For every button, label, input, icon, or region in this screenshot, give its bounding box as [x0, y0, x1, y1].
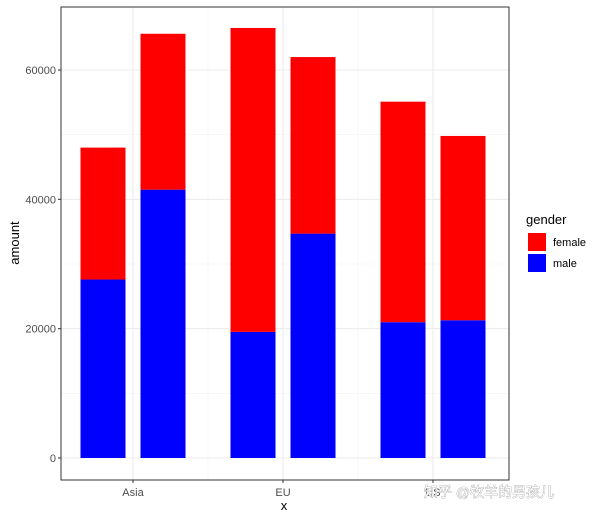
x-tick-label: Asia — [122, 487, 144, 499]
y-tick-label: 20000 — [25, 324, 56, 336]
y-tick-labels: 0 20000 40000 60000 — [25, 65, 61, 465]
bar-eu-1-female — [230, 27, 276, 332]
bar-us-1-female — [380, 101, 426, 323]
grid-layer — [61, 7, 509, 480]
y-axis-title: amount — [7, 221, 22, 265]
bar-eu-1-male — [230, 331, 276, 458]
bar-eu-2-female — [290, 57, 336, 234]
bar-asia-2-male — [140, 189, 186, 458]
x-tick-label: US — [425, 487, 440, 499]
plot-panel-border — [60, 6, 510, 481]
bar-us-2-male — [440, 320, 486, 458]
x-tick-labels: Asia EU US — [122, 480, 441, 499]
legend-swatch-female — [528, 233, 546, 251]
bar-us-1-male — [380, 322, 426, 458]
legend: gender female male — [526, 212, 586, 272]
bar-asia-1-female — [80, 147, 126, 280]
bars-layer — [80, 27, 486, 458]
legend-label-male: male — [553, 258, 577, 270]
x-axis-title: x — [281, 498, 288, 513]
y-tick-label: 0 — [50, 453, 56, 465]
x-tick-label: EU — [275, 487, 290, 499]
bar-us-2-female — [440, 135, 486, 321]
bar-eu-2-male — [290, 233, 336, 458]
legend-label-female: female — [553, 237, 586, 249]
bar-asia-2-female — [140, 33, 186, 190]
legend-title: gender — [526, 212, 567, 227]
bar-asia-1-male — [80, 279, 126, 458]
y-tick-label: 60000 — [25, 65, 56, 77]
legend-swatch-male — [528, 254, 546, 272]
y-tick-label: 40000 — [25, 194, 56, 206]
watermark: 知乎 @牧羊的男孩儿 — [424, 484, 554, 500]
